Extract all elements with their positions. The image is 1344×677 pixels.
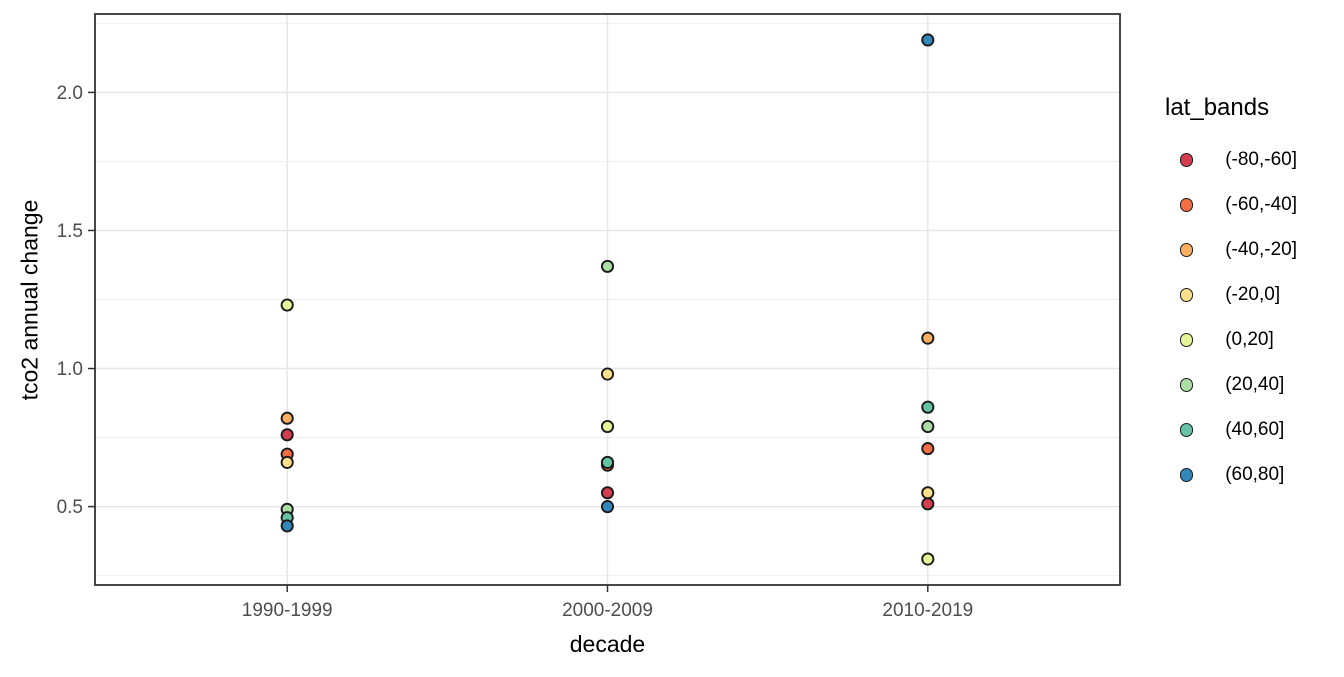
legend-label: (-40,-20]: [1225, 239, 1297, 260]
data-point: [921, 419, 935, 434]
data-point: [280, 519, 294, 533]
legend-key-dot: [1180, 288, 1194, 302]
data-point: [600, 419, 615, 434]
legend-label: (60,80]: [1225, 464, 1285, 485]
legend-entry: (40,60]: [1165, 418, 1297, 442]
legend-label: (-60,-40]: [1225, 194, 1297, 215]
legend-label: (-80,-60]: [1225, 149, 1297, 170]
legend-title: lat_bands: [1165, 94, 1270, 121]
legend-entry: (-40,-20]: [1165, 238, 1297, 262]
y-tick-label: 2.0: [57, 83, 83, 104]
legend-key-dot: [1180, 333, 1194, 347]
legend-entry: (60,80]: [1165, 463, 1297, 487]
x-tick-label: 2010-2019: [882, 600, 973, 621]
legend-entry: (-20,0]: [1165, 283, 1297, 307]
data-point: [600, 367, 615, 381]
legend-key-dot: [1180, 198, 1194, 212]
x-tick-label: 2000-2009: [562, 600, 653, 621]
legend-label: (-20,0]: [1225, 284, 1281, 305]
legend-label: (20,40]: [1225, 374, 1285, 395]
legend-entry: (0,20]: [1165, 328, 1297, 352]
legend-entry: (20,40]: [1165, 373, 1297, 397]
legend-key-dot: [1180, 468, 1194, 482]
data-point: [921, 486, 935, 500]
y-tick-label: 1.0: [57, 359, 83, 380]
data-point: [921, 552, 935, 566]
legend-key-dot: [1180, 243, 1194, 257]
x-tick-label: 1990-1999: [242, 600, 333, 621]
legend: lat_bands (-80,-60] (-60,-40] (-40,-20] (-2…: [1165, 94, 1297, 487]
legend-entries: (-80,-60] (-60,-40] (-40,-20] (-20,0] (0,20]…: [1165, 148, 1297, 487]
y-axis-title: tco2 annual change: [16, 199, 43, 401]
data-point: [600, 486, 615, 500]
data-point: [921, 442, 935, 456]
y-tick-label: 1.5: [57, 221, 83, 242]
legend-label: (40,60]: [1225, 419, 1285, 440]
legend-label: (0,20]: [1225, 329, 1274, 350]
data-point: [600, 259, 615, 273]
legend-key-dot: [1180, 378, 1194, 392]
data-point: [600, 500, 615, 514]
data-point: [280, 428, 294, 442]
data-point: [600, 455, 615, 469]
data-point: [921, 400, 935, 414]
x-axis-title: decade: [569, 631, 646, 657]
legend-key-dot: [1180, 423, 1194, 437]
data-point: [280, 411, 294, 425]
data-point: [921, 331, 935, 345]
data-point: [921, 497, 935, 511]
data-point: [921, 33, 935, 47]
legend-key-dot: [1180, 153, 1194, 167]
data-point: [280, 455, 294, 469]
legend-entry: (-60,-40]: [1165, 193, 1297, 217]
legend-entry: (-80,-60]: [1165, 148, 1297, 172]
data-point: [280, 298, 294, 312]
y-tick-label: 0.5: [57, 497, 83, 518]
